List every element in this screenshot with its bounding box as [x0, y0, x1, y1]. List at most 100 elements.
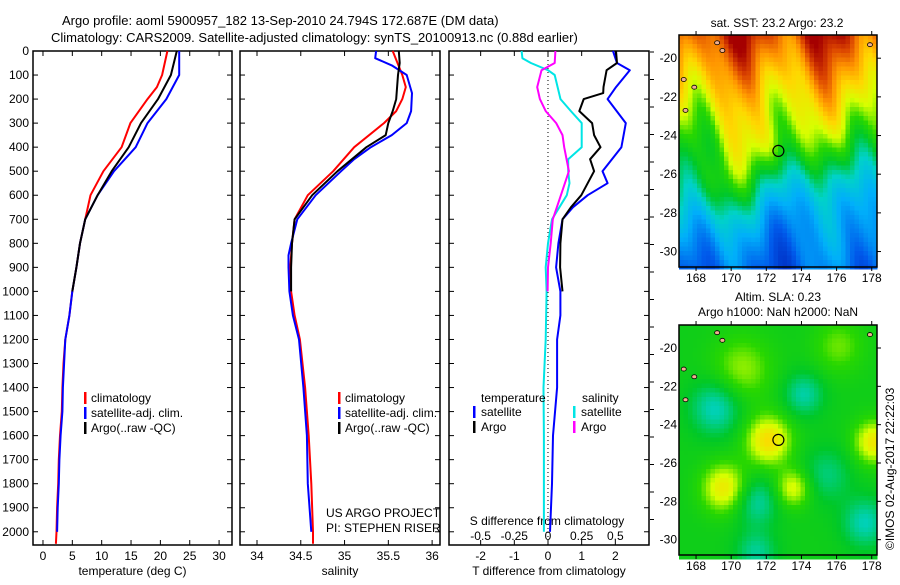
map-cell	[679, 255, 684, 261]
map-cell	[805, 138, 810, 144]
map-cell	[859, 129, 864, 135]
map-cell	[845, 39, 851, 45]
map-cell	[859, 255, 864, 261]
map-cell	[679, 143, 684, 148]
map-cell	[814, 329, 819, 335]
map-cell	[760, 505, 765, 510]
map-cell	[701, 129, 707, 135]
map-cell	[791, 165, 797, 171]
map-cell	[737, 505, 743, 510]
map-cell	[863, 473, 869, 479]
map-cell	[796, 197, 801, 202]
map-cell	[773, 352, 779, 357]
map-cell	[836, 338, 842, 344]
map-cell	[805, 125, 810, 130]
map-cell	[827, 57, 833, 63]
map-cell	[845, 514, 851, 519]
map-cell	[706, 179, 711, 184]
map-cell	[715, 536, 720, 542]
map-cell	[872, 71, 878, 76]
map-cell	[778, 347, 783, 353]
map-cell	[845, 260, 851, 265]
map-cell	[841, 48, 846, 54]
map-cell	[742, 219, 747, 225]
map-cell	[764, 75, 770, 81]
map-cell	[769, 388, 774, 393]
map-cell	[701, 255, 707, 261]
map-cell	[823, 120, 828, 126]
map-cell	[805, 406, 810, 411]
map-cell	[773, 496, 779, 501]
map-cell	[832, 179, 837, 184]
map-cell	[683, 334, 689, 339]
map-cell	[715, 523, 720, 528]
map-cell	[755, 338, 761, 344]
map-cell	[850, 428, 855, 434]
map-cell	[832, 44, 837, 49]
map-cell	[823, 536, 828, 542]
map-cell	[845, 93, 851, 99]
map-cell	[697, 514, 702, 519]
map-cell	[836, 143, 842, 148]
map-cell	[845, 325, 851, 330]
map-cell	[850, 374, 855, 380]
map-cell	[827, 361, 833, 366]
map-cell	[809, 523, 815, 528]
map-cell	[706, 460, 711, 465]
map-cell	[755, 206, 761, 211]
map-cell	[746, 514, 752, 519]
map-cell	[818, 183, 824, 189]
map-cell	[733, 514, 738, 519]
map-cell	[845, 107, 851, 112]
map-cell	[836, 260, 842, 265]
map-cell	[778, 66, 783, 72]
map-cell	[728, 179, 734, 184]
lat-tick-label: -20	[660, 341, 678, 355]
map-cell	[805, 415, 810, 420]
map-cell	[706, 347, 711, 353]
map-cell	[805, 165, 810, 171]
map-cell	[818, 325, 824, 330]
map-cell	[823, 75, 828, 81]
map-cell	[733, 473, 738, 479]
map-cell	[773, 536, 779, 542]
map-cell	[796, 428, 801, 434]
map-cell	[809, 210, 815, 216]
map-cell	[809, 80, 815, 85]
map-cell	[733, 451, 738, 456]
map-cell	[800, 260, 806, 265]
map-cell	[728, 500, 734, 506]
map-cell	[688, 514, 693, 519]
map-cell	[796, 460, 801, 465]
map-cell	[742, 541, 747, 546]
map-cell	[683, 356, 689, 362]
map-cell	[782, 541, 788, 546]
map-cell	[719, 352, 725, 357]
map-cell	[809, 134, 815, 139]
map-cell	[746, 120, 752, 126]
map-cell	[845, 374, 851, 380]
map-cell	[850, 174, 855, 180]
map-cell	[809, 165, 815, 171]
map-cell	[755, 116, 761, 121]
map-cell	[778, 233, 783, 238]
map-cell	[724, 93, 729, 99]
map-cell	[778, 509, 783, 515]
map-cell	[683, 536, 689, 542]
map-cell	[832, 260, 837, 265]
map-cell	[697, 143, 702, 148]
map-cell	[755, 361, 761, 366]
map-cell	[742, 143, 747, 148]
map-cell	[755, 242, 761, 247]
map-cell	[742, 442, 747, 447]
map-cell	[746, 554, 752, 560]
map-cell	[724, 523, 729, 528]
map-cell	[796, 174, 801, 180]
map-cell	[859, 138, 864, 144]
map-cell	[787, 201, 792, 207]
map-cell	[710, 102, 716, 108]
map-cell	[782, 156, 788, 162]
map-cell	[706, 251, 711, 256]
map-cell	[755, 460, 761, 465]
map-cell	[791, 343, 797, 348]
